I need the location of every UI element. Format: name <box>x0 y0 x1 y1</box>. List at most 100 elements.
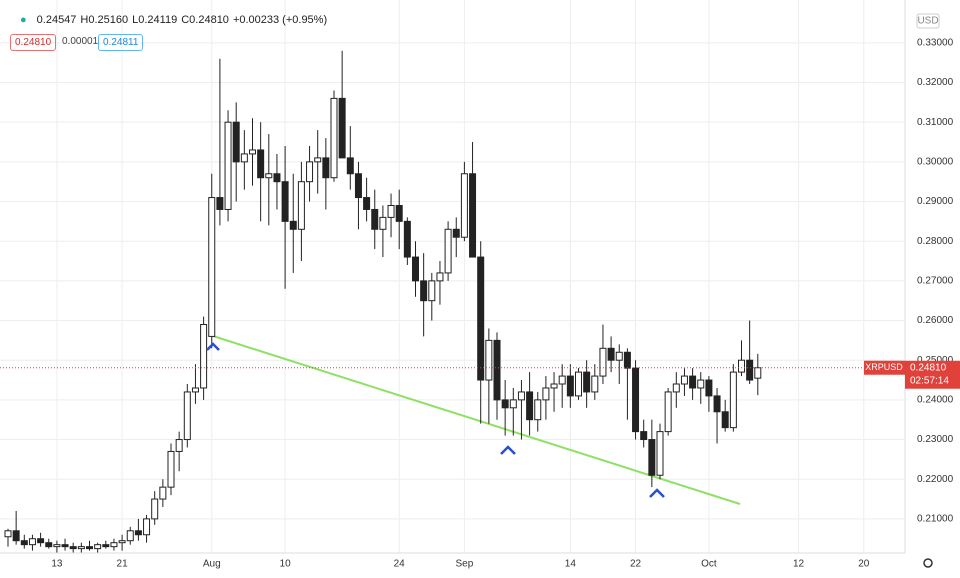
candle-body <box>583 371 591 393</box>
candle-body <box>77 546 85 550</box>
x-tick-label: 12 <box>793 559 805 570</box>
candle-body <box>28 538 36 546</box>
candle-body <box>257 149 265 179</box>
y-tick-label: 0.28000 <box>917 236 954 247</box>
candle-body <box>403 220 411 258</box>
legend-dot: ● <box>20 14 27 26</box>
candle-body <box>648 439 656 476</box>
x-tick-label: Oct <box>701 559 717 570</box>
candle-body <box>363 197 371 210</box>
candle-body <box>623 351 631 369</box>
grid <box>0 0 905 553</box>
candle-body <box>20 540 28 546</box>
x-tick-label: 24 <box>394 559 406 570</box>
candle-body <box>607 347 615 361</box>
candle-body <box>53 544 61 548</box>
x-tick-label: 10 <box>280 559 292 570</box>
candle-body <box>632 367 640 433</box>
candle-body <box>151 498 159 520</box>
candle-body <box>460 173 468 238</box>
candle-body <box>175 439 183 452</box>
symbol-tag: XRPUSD <box>865 362 903 372</box>
y-tick-label: 0.21000 <box>917 514 954 525</box>
candle-body <box>273 173 281 183</box>
y-tick-label: 0.32000 <box>917 77 954 88</box>
candle-body <box>94 544 102 550</box>
candle-body <box>159 486 167 500</box>
candle-body <box>167 450 175 488</box>
bid-box: 0.24810 <box>10 34 57 51</box>
candle-body <box>12 530 20 542</box>
settings-icon[interactable] <box>923 558 933 568</box>
candle-body <box>452 228 460 238</box>
candle-body <box>330 97 338 179</box>
candle-body <box>754 367 762 379</box>
x-tick-label: Sep <box>456 559 474 570</box>
candle-body <box>705 379 713 397</box>
candle-body <box>322 157 330 179</box>
price-tag: 0.24810 <box>910 362 947 373</box>
ohlc-legend: ● 0.24547 H0.25160 L0.24119 C0.24810 +0.00233… <box>20 14 331 26</box>
y-tick-label: 0.23000 <box>917 434 954 445</box>
candle-body <box>224 121 232 210</box>
candle-body <box>191 387 199 393</box>
candle-body <box>412 256 419 282</box>
y-tick-label: 0.31000 <box>917 117 954 128</box>
candle-body <box>526 391 534 421</box>
marker-arrow <box>649 488 665 498</box>
candles <box>4 50 762 553</box>
x-tick-label: 20 <box>858 559 870 570</box>
candle-body <box>134 530 142 536</box>
y-tick-label: 0.29000 <box>917 196 954 207</box>
candle-body <box>444 228 452 274</box>
candle-body <box>297 181 305 230</box>
candle-body <box>738 359 745 373</box>
candle-body <box>240 153 248 163</box>
ohlc-close: C0.24810 <box>181 14 229 26</box>
candle-body <box>746 359 754 381</box>
currency-box <box>916 13 940 29</box>
candle-body <box>501 399 509 409</box>
y-tick-label: 0.24000 <box>917 395 954 406</box>
candle-body <box>306 161 314 183</box>
y-tick-label: 0.25000 <box>917 355 954 366</box>
candle-body <box>672 383 680 393</box>
x-tick-label: 14 <box>565 559 577 570</box>
candle-body <box>566 375 574 397</box>
y-tick-label: 0.27000 <box>917 276 954 287</box>
candle-body <box>485 339 493 381</box>
candle-body <box>118 540 126 544</box>
ohlc-high: H0.25160 <box>80 14 129 26</box>
candle-body <box>387 204 395 218</box>
candle-body <box>69 546 77 550</box>
candle-body <box>428 280 436 302</box>
candle-body <box>249 149 256 155</box>
candle-body <box>232 121 240 163</box>
marker-arrow <box>206 342 220 351</box>
candle-body <box>640 431 648 441</box>
price-tag-bg <box>905 360 960 389</box>
candle-body <box>575 371 582 397</box>
marker-arrow <box>500 445 516 455</box>
candle-body <box>371 208 379 230</box>
candle-body <box>281 181 289 222</box>
candle-body <box>208 197 216 337</box>
ohlc-change: +0.00233 (+0.95%) <box>232 14 328 26</box>
countdown: 02:57:14 <box>910 375 949 386</box>
candle-body <box>86 546 93 550</box>
candle-body <box>289 220 297 230</box>
candle-body <box>469 173 477 258</box>
spread: 0.00001 <box>62 36 99 47</box>
candle-body <box>493 339 501 401</box>
candle-body <box>379 216 387 230</box>
candle-body <box>664 391 672 433</box>
x-tick-label: 13 <box>51 559 63 570</box>
candle-body <box>346 157 354 175</box>
y-tick-label: 0.30000 <box>917 156 954 167</box>
candle-body <box>420 280 428 302</box>
candle-body <box>542 387 550 401</box>
candle-body <box>37 538 45 544</box>
candle-body <box>395 204 403 222</box>
